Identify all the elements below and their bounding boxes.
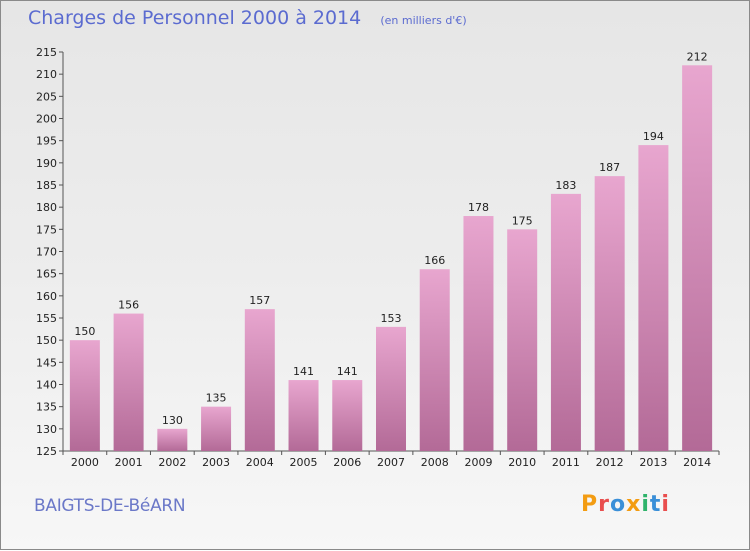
x-tick-label: 2005 <box>290 456 318 469</box>
bar-2001 <box>113 313 144 451</box>
y-tick-label: 135 <box>36 401 57 414</box>
data-label: 141 <box>337 365 358 378</box>
y-tick-label: 190 <box>36 157 57 170</box>
y-tick-label: 180 <box>36 201 57 214</box>
bar-2000 <box>69 340 100 451</box>
y-tick-label: 145 <box>36 356 57 369</box>
y-tick-label: 165 <box>36 268 57 281</box>
x-tick-label: 2009 <box>464 456 492 469</box>
data-label: 141 <box>293 365 314 378</box>
proxiti-logo: Proxiti <box>581 492 670 517</box>
x-tick-label: 2001 <box>115 456 143 469</box>
data-label: 175 <box>512 214 533 227</box>
bar-2006 <box>332 380 363 451</box>
y-tick-label: 205 <box>36 90 57 103</box>
logo-letter: o <box>609 492 627 517</box>
logo-letter: i <box>661 492 670 517</box>
bar-2002 <box>157 428 188 451</box>
x-tick-label: 2008 <box>421 456 449 469</box>
y-tick-label: 155 <box>36 312 57 325</box>
bar-2010 <box>507 229 538 451</box>
bar-2003 <box>201 406 232 451</box>
y-tick-label: 185 <box>36 179 57 192</box>
bar-2009 <box>463 216 494 451</box>
x-tick-label: 2007 <box>377 456 405 469</box>
logo-letter: r <box>598 492 610 517</box>
data-label: 156 <box>118 299 139 312</box>
data-label: 183 <box>555 179 576 192</box>
data-label: 178 <box>468 201 489 214</box>
data-label: 153 <box>381 312 402 325</box>
place-name: BAIGTS-DE-BéARN <box>34 496 186 516</box>
data-label: 130 <box>162 414 183 427</box>
y-tick-label: 200 <box>36 113 57 126</box>
logo-letter: t <box>649 492 662 517</box>
y-tick-label: 175 <box>36 223 57 236</box>
x-tick-label: 2000 <box>71 456 99 469</box>
logo-letter: i <box>641 492 650 517</box>
x-tick-label: 2006 <box>333 456 361 469</box>
x-tick-label: 2010 <box>508 456 536 469</box>
bar-2011 <box>550 193 581 451</box>
x-tick-label: 2003 <box>202 456 230 469</box>
title-row: Charges de Personnel 2000 à 2014 (en mil… <box>28 7 467 29</box>
bar-2014 <box>682 65 713 452</box>
data-label: 150 <box>74 325 95 338</box>
chart-title: Charges de Personnel 2000 à 2014 <box>28 7 362 29</box>
data-label: 212 <box>687 50 708 63</box>
x-tick-label: 2012 <box>596 456 624 469</box>
y-tick-label: 125 <box>36 445 57 458</box>
y-tick-label: 215 <box>36 46 57 59</box>
y-tick-label: 170 <box>36 246 57 259</box>
bar-2007 <box>376 326 406 451</box>
chart-subtitle: (en milliers d'€) <box>380 14 467 27</box>
y-tick-label: 150 <box>36 334 57 347</box>
x-tick-label: 2004 <box>246 456 274 469</box>
x-tick-label: 2011 <box>552 456 580 469</box>
x-tick-label: 2002 <box>158 456 186 469</box>
bar-2004 <box>244 309 275 451</box>
x-tick-label: 2014 <box>683 456 711 469</box>
bar-2008 <box>419 269 450 451</box>
bar-2013 <box>638 145 669 451</box>
data-label: 194 <box>643 130 664 143</box>
bar-2012 <box>594 176 625 451</box>
data-label: 166 <box>424 254 445 267</box>
y-tick-label: 160 <box>36 290 57 303</box>
y-tick-label: 130 <box>36 423 57 436</box>
y-tick-label: 140 <box>36 379 57 392</box>
data-label: 157 <box>249 294 270 307</box>
data-label: 135 <box>206 392 227 405</box>
logo-letter: P <box>581 492 599 517</box>
logo-letter: x <box>626 492 642 517</box>
bar-2005 <box>288 380 319 451</box>
y-tick-label: 210 <box>36 68 57 81</box>
y-tick-label: 195 <box>36 135 57 148</box>
x-tick-label: 2013 <box>639 456 667 469</box>
data-label: 187 <box>599 161 620 174</box>
